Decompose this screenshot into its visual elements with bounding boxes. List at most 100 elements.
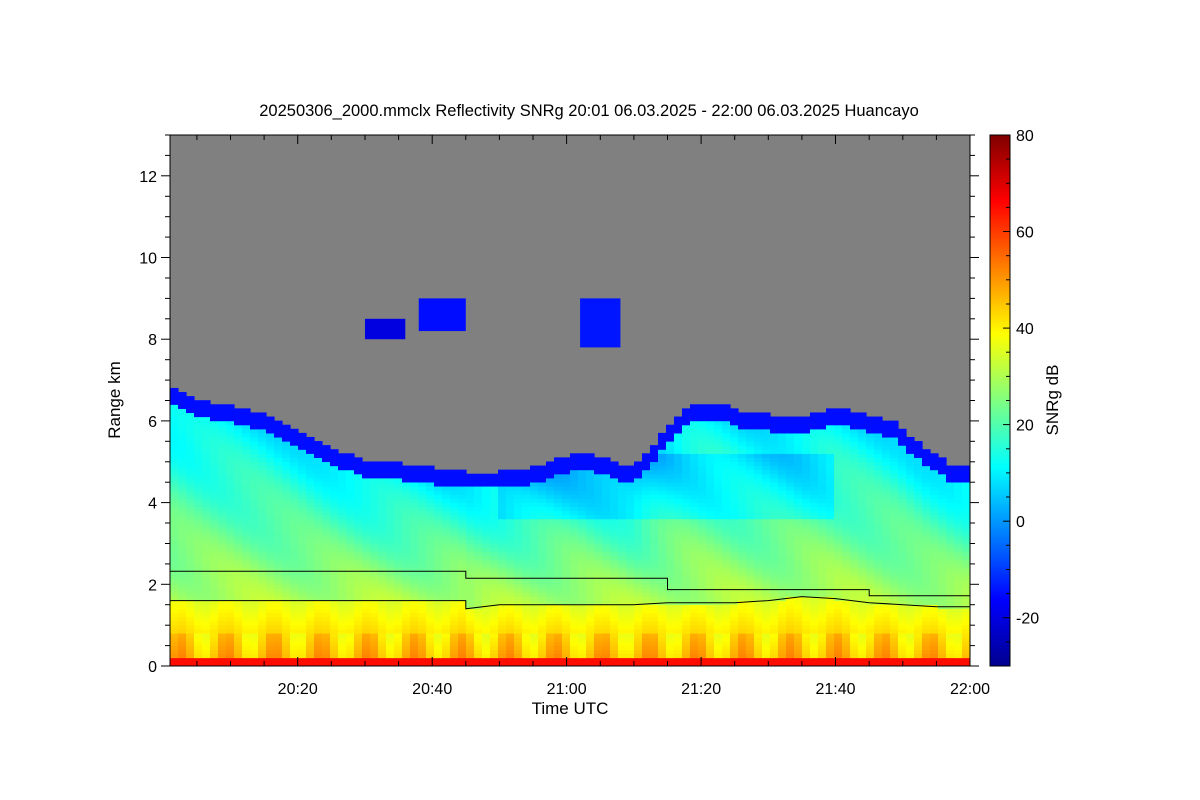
- heatmap-cell: [466, 543, 475, 548]
- heatmap-cell: [210, 604, 219, 610]
- heatmap-cell: [210, 637, 219, 642]
- heatmap-cell: [826, 465, 835, 471]
- heatmap-cell: [386, 620, 395, 626]
- heatmap-cell: [858, 575, 867, 581]
- heatmap-cell: [298, 645, 307, 650]
- heatmap-cell: [370, 473, 379, 479]
- heatmap-cell: [690, 518, 699, 524]
- heatmap-cell: [434, 567, 443, 573]
- heatmap-cell: [522, 567, 531, 573]
- heatmap-cell: [482, 600, 491, 606]
- heatmap-cell: [514, 653, 523, 659]
- heatmap-cell: [802, 490, 811, 495]
- heatmap-cell: [290, 571, 299, 577]
- heatmap-cell: [250, 449, 259, 454]
- heatmap-cell: [810, 469, 819, 475]
- heatmap-cell: [466, 624, 475, 630]
- heatmap-cell: [482, 555, 491, 561]
- heatmap-cell: [802, 645, 811, 650]
- heatmap-cell: [770, 436, 779, 442]
- heatmap-cell: [522, 616, 531, 622]
- heatmap-cell: [202, 555, 211, 561]
- heatmap-cell: [794, 514, 803, 520]
- heatmap-cell: [202, 461, 211, 467]
- heatmap-cell: [170, 624, 179, 630]
- heatmap-cell: [746, 628, 755, 634]
- heatmap-cell: [202, 547, 211, 552]
- heatmap-cell: [762, 453, 771, 458]
- heatmap-cell: [642, 620, 651, 626]
- heatmap-cell: [290, 494, 299, 499]
- heatmap-cell: [834, 502, 843, 507]
- heatmap-cell: [610, 567, 619, 573]
- heatmap-cell: [474, 522, 483, 528]
- heatmap-cell: [658, 571, 667, 577]
- heatmap-cell: [730, 526, 739, 532]
- heatmap-cell: [618, 628, 627, 634]
- heatmap-cell: [338, 530, 347, 536]
- heatmap-cell: [410, 600, 419, 606]
- heatmap-cell: [562, 473, 571, 479]
- heatmap-cell: [362, 539, 371, 544]
- heatmap-cell: [314, 649, 323, 655]
- heatmap-cell: [474, 534, 483, 540]
- heatmap-cell: [282, 608, 291, 614]
- heatmap-cell: [794, 420, 803, 426]
- heatmap-cell: [274, 575, 283, 581]
- heatmap-cell: [786, 616, 795, 622]
- heatmap-cell: [202, 559, 211, 565]
- heatmap-cell: [226, 469, 235, 475]
- heatmap-cell: [746, 543, 755, 548]
- heatmap-cell: [434, 633, 443, 638]
- heatmap-cell: [674, 526, 683, 532]
- heatmap-cell: [378, 616, 387, 622]
- heatmap-cell: [682, 412, 691, 418]
- heatmap-cell: [842, 628, 851, 634]
- heatmap-cell: [762, 412, 771, 418]
- heatmap-cell: [490, 567, 499, 573]
- heatmap-cell: [522, 547, 531, 552]
- heatmap-cell: [226, 608, 235, 614]
- heatmap-cell: [722, 457, 731, 463]
- heatmap-cell: [306, 526, 315, 532]
- heatmap-cell: [442, 502, 451, 507]
- heatmap-cell: [722, 563, 731, 569]
- heatmap-cell: [226, 612, 235, 618]
- heatmap-cell: [594, 494, 603, 499]
- heatmap-cell: [570, 592, 579, 597]
- heatmap-cell: [698, 498, 707, 503]
- heatmap-cell: [258, 608, 267, 614]
- heatmap-cell: [234, 518, 243, 524]
- heatmap-cell: [266, 473, 275, 479]
- heatmap-cell: [282, 604, 291, 610]
- heatmap-cell: [330, 620, 339, 626]
- heatmap-cell: [738, 506, 747, 512]
- heatmap-cell: [610, 518, 619, 524]
- heatmap-cell: [866, 645, 875, 650]
- heatmap-cell: [482, 539, 491, 544]
- heatmap-cell: [818, 534, 827, 540]
- heatmap-cell: [794, 534, 803, 540]
- heatmap-cell: [554, 494, 563, 499]
- heatmap-cell: [282, 543, 291, 548]
- heatmap-cell: [658, 449, 667, 454]
- heatmap-cell: [386, 641, 395, 646]
- heatmap-cell: [266, 592, 275, 597]
- heatmap-cell: [194, 449, 203, 454]
- heatmap-cell: [354, 579, 363, 585]
- heatmap-cell: [234, 465, 243, 471]
- heatmap-cell: [402, 620, 411, 626]
- heatmap-cell: [186, 473, 195, 479]
- heatmap-cell: [266, 539, 275, 544]
- heatmap-cell: [194, 494, 203, 499]
- heatmap-cell: [834, 600, 843, 606]
- heatmap-cell: [666, 469, 675, 475]
- heatmap-cell: [242, 441, 251, 446]
- heatmap-cell: [666, 494, 675, 499]
- heatmap-cell: [242, 420, 251, 426]
- heatmap-cell: [210, 526, 219, 532]
- heatmap-cell: [778, 481, 787, 487]
- heatmap-cell: [850, 469, 859, 475]
- heatmap-cell: [178, 449, 187, 454]
